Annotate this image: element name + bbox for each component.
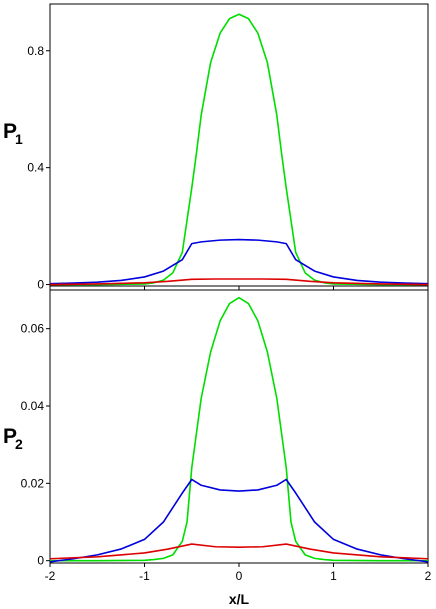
y-tick-label: 0.02 (21, 476, 45, 490)
y-tick-label: 0 (37, 278, 44, 292)
x-tick-label: -2 (45, 569, 56, 583)
x-tick-label: 0 (236, 569, 243, 583)
x-axis-label: x/L (229, 591, 250, 607)
y-tick-label: 0.06 (21, 322, 45, 336)
panel-1: 0 0.4 0.8 P1 (3, 3, 429, 292)
y-tick-label: 0.8 (27, 44, 44, 58)
blue-curve (50, 478, 428, 563)
green-curve (50, 296, 428, 562)
red-curve (50, 278, 428, 286)
y-tick-label: 0.04 (21, 399, 45, 413)
x-tick-label: -1 (139, 569, 150, 583)
x-tick-label: 2 (425, 569, 432, 583)
green-curve (50, 13, 428, 286)
y-axis-label: P (3, 120, 17, 143)
blue-curve (50, 238, 428, 285)
y-tick-label: 0.4 (27, 161, 44, 175)
plot-frame (49, 289, 429, 564)
y-axis-label: P (3, 425, 17, 448)
red-curve (50, 543, 428, 560)
y-axis-label-subscript: 1 (15, 131, 23, 147)
x-tick-label: 1 (330, 569, 337, 583)
plot-frame (49, 3, 429, 287)
y-axis-label-subscript: 2 (15, 436, 23, 452)
y-tick-label: 0 (37, 554, 44, 568)
